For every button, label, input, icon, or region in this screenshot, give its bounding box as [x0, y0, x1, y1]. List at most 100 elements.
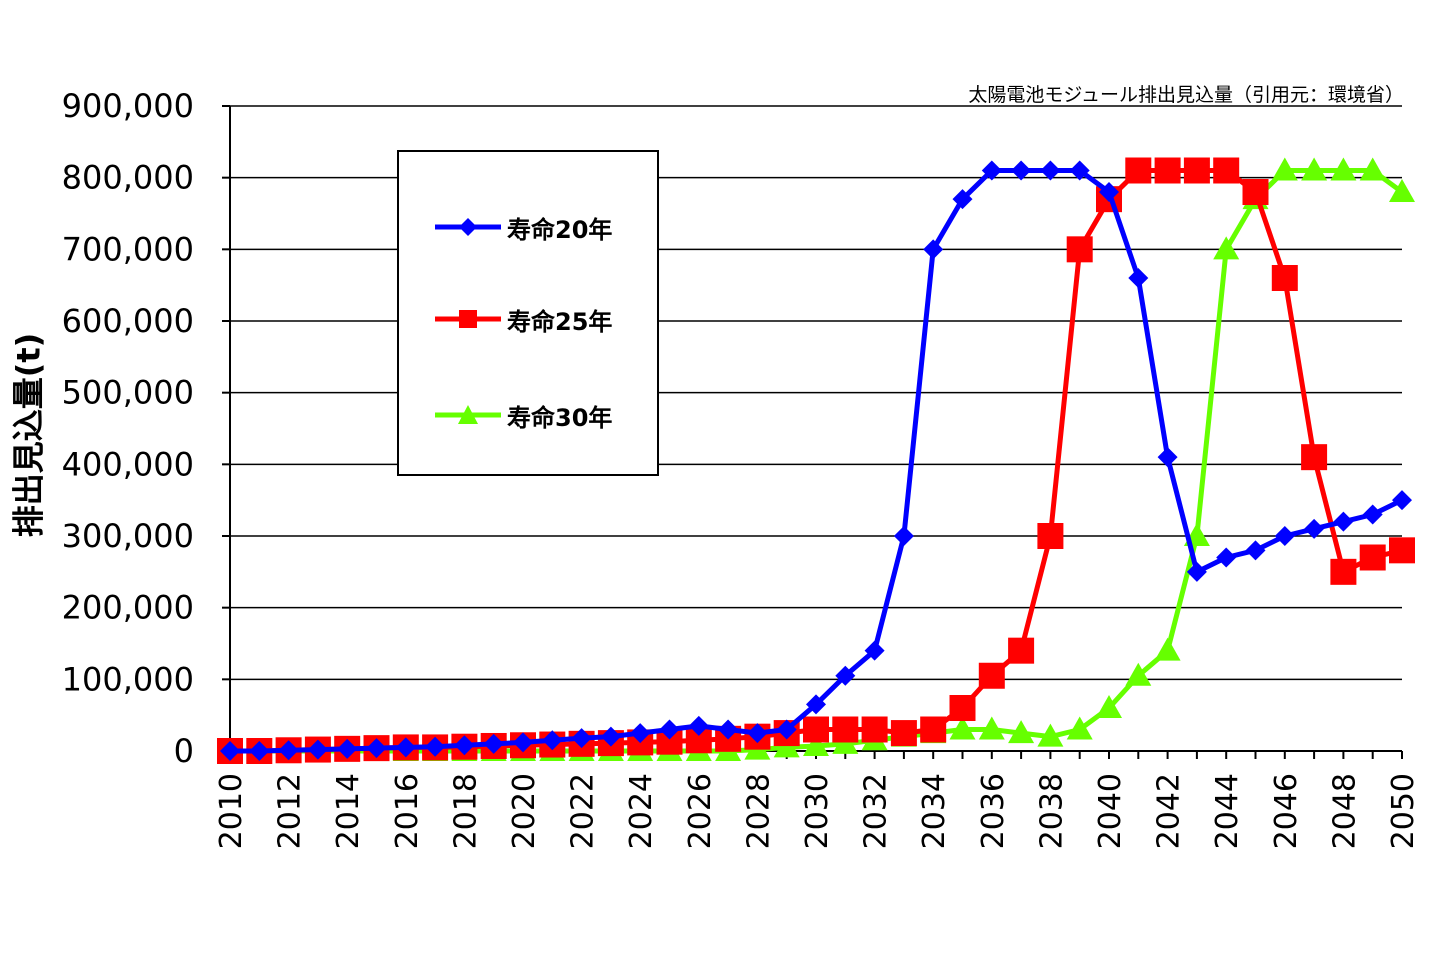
- data-point: [1037, 523, 1064, 549]
- data-point: [659, 719, 680, 740]
- x-tick-label: 2020: [507, 773, 542, 849]
- data-point: [747, 723, 768, 744]
- x-tick-label: 2012: [273, 773, 308, 849]
- data-point: [278, 740, 299, 761]
- data-point: [1096, 695, 1122, 718]
- data-point: [1125, 662, 1152, 686]
- data-point: [1040, 160, 1061, 181]
- y-tick-label: 500,000: [62, 374, 194, 412]
- data-point: [718, 719, 739, 740]
- y-axis-label-text: 排出見込量(t): [9, 332, 47, 538]
- data-point: [803, 716, 829, 743]
- data-point: [1008, 637, 1035, 664]
- data-point: [1392, 490, 1412, 511]
- y-tick-label: 100,000: [62, 660, 194, 698]
- data-point: [1389, 537, 1415, 564]
- data-point: [803, 732, 829, 756]
- data-point: [249, 741, 270, 761]
- y-tick-labels: 900,000 800,000 700,000 600,000 500,000 400,0…: [62, 87, 194, 770]
- y-tick-label: 800,000: [62, 159, 194, 197]
- data-point: [571, 728, 592, 749]
- data-point: [1274, 526, 1295, 546]
- data-point: [542, 730, 563, 751]
- x-tick-label: 2036: [976, 773, 1011, 849]
- legend-label: 寿命20年: [507, 215, 613, 244]
- y-tick-label: 300,000: [62, 517, 194, 555]
- data-point: [1099, 182, 1119, 202]
- data-point: [1271, 157, 1298, 181]
- x-tick-labels: 2010 2012 2014 2016 2018 2020 2022 2024 2026 2028…: [214, 773, 1421, 849]
- data-point: [1245, 540, 1266, 561]
- y-tick-label: 900,000: [62, 87, 194, 125]
- x-tick-label: 2042: [1152, 773, 1187, 849]
- series: [217, 157, 1415, 764]
- data-point: [1304, 518, 1325, 539]
- data-point: [806, 694, 826, 715]
- data-point: [220, 741, 240, 761]
- data-point: [861, 716, 888, 743]
- data-point: [513, 732, 533, 753]
- data-point: [981, 160, 1002, 181]
- data-point: [600, 726, 621, 747]
- x-tick-label: 2022: [566, 773, 601, 849]
- data-point: [395, 737, 416, 758]
- data-point: [1359, 544, 1386, 571]
- legend-label: 寿命25年: [507, 307, 613, 336]
- data-point: [1125, 157, 1152, 184]
- data-point: [1216, 547, 1237, 568]
- x-tick-label: 2046: [1269, 773, 1304, 849]
- data-point: [832, 716, 859, 743]
- data-point: [1069, 160, 1090, 181]
- data-point: [776, 719, 797, 740]
- data-point: [366, 738, 387, 759]
- x-tick-label: 2018: [448, 773, 483, 849]
- data-point: [1213, 157, 1240, 184]
- data-point: [454, 735, 475, 756]
- x-tick-label: 2034: [917, 773, 952, 849]
- data-point: [1301, 157, 1328, 181]
- data-point: [1330, 558, 1357, 585]
- series-1: [220, 160, 1412, 761]
- legend-item-life-30: 寿命30年: [433, 395, 612, 435]
- data-point: [307, 739, 328, 760]
- x-tick-label: 2032: [859, 773, 894, 849]
- legend-swatch-square: [435, 310, 501, 328]
- legend-swatch-diamond: [435, 218, 501, 236]
- data-point: [1271, 265, 1298, 291]
- data-point: [425, 736, 446, 757]
- x-tick-label: 2026: [683, 773, 718, 849]
- data-point: [949, 695, 976, 721]
- x-tick-label: 2050: [1386, 773, 1421, 849]
- data-point: [1186, 561, 1207, 582]
- data-point: [1154, 157, 1181, 184]
- x-tick-label: 2016: [390, 773, 425, 849]
- data-point: [978, 716, 1005, 740]
- y-tick-label: 400,000: [62, 445, 194, 483]
- y-tick-label: 700,000: [62, 230, 194, 268]
- legend-swatch-triangle: [435, 405, 501, 424]
- x-tick-label: 2030: [800, 773, 835, 849]
- data-point: [835, 665, 856, 686]
- legend-label: 寿命30年: [507, 403, 613, 432]
- y-tick-label: 200,000: [62, 589, 194, 627]
- data-point: [1362, 504, 1383, 525]
- legend: 寿命20年 寿命25年 寿命30年: [397, 150, 659, 476]
- data-point: [1011, 160, 1032, 181]
- x-tick-label: 2040: [1093, 773, 1128, 849]
- data-point: [920, 716, 947, 743]
- data-point: [952, 189, 973, 210]
- data-point: [1066, 236, 1093, 263]
- y-tick-label: 0: [174, 732, 194, 770]
- data-point: [337, 738, 358, 759]
- data-point: [630, 723, 651, 744]
- data-point: [1333, 511, 1354, 532]
- data-point: [1008, 720, 1035, 744]
- data-point: [923, 239, 944, 260]
- data-point: [1154, 637, 1181, 661]
- x-tick-label: 2038: [1034, 773, 1069, 849]
- x-tick-label: 2028: [741, 773, 776, 849]
- data-point: [1389, 179, 1415, 202]
- data-point: [483, 733, 504, 754]
- data-point: [1037, 723, 1064, 747]
